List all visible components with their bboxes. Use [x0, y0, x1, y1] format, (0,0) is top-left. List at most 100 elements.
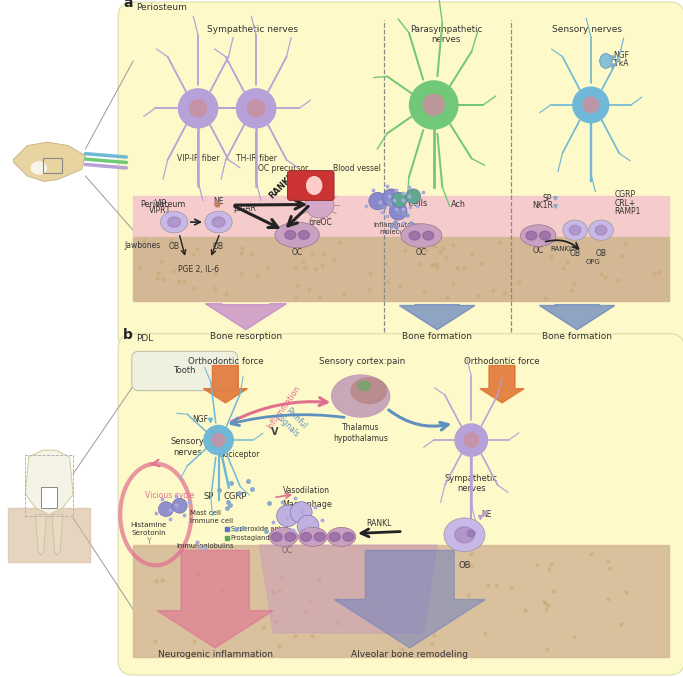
Ellipse shape [573, 87, 609, 123]
Text: Bone formation: Bone formation [542, 332, 612, 341]
Ellipse shape [332, 375, 390, 417]
Text: Parasympathetic
nerves: Parasympathetic nerves [410, 25, 482, 45]
Ellipse shape [168, 217, 180, 227]
Ellipse shape [269, 527, 298, 546]
Text: OB: OB [213, 242, 224, 250]
Ellipse shape [540, 231, 550, 240]
Text: b: b [123, 328, 133, 342]
Text: SP: SP [203, 492, 214, 501]
Circle shape [369, 192, 387, 210]
Text: Vasodilation: Vasodilation [283, 486, 329, 496]
Text: Thalamus
hypothalamus: Thalamus hypothalamus [333, 423, 388, 443]
Bar [43, 158, 62, 173]
Ellipse shape [205, 211, 232, 233]
Circle shape [406, 189, 421, 204]
Text: Jawbones: Jawbones [124, 240, 161, 250]
Ellipse shape [600, 53, 612, 68]
Ellipse shape [248, 100, 265, 116]
Text: TH-IR fiber: TH-IR fiber [236, 154, 277, 163]
Bar [133, 545, 669, 657]
Ellipse shape [305, 192, 334, 218]
Text: NGF: NGF [193, 415, 208, 424]
Text: RANKL: RANKL [550, 246, 573, 253]
Circle shape [290, 502, 312, 523]
Text: Alveolar bone remodeling: Alveolar bone remodeling [351, 650, 469, 659]
Text: Periosteum: Periosteum [137, 3, 187, 12]
FancyBboxPatch shape [132, 351, 238, 391]
Text: Neurogenic inflammation: Neurogenic inflammation [158, 650, 273, 659]
Text: Nociceptor: Nociceptor [219, 450, 260, 459]
Ellipse shape [583, 97, 598, 112]
Polygon shape [480, 366, 524, 403]
Text: PGE 2, IL-6: PGE 2, IL-6 [178, 265, 219, 274]
Text: Y: Y [147, 537, 151, 546]
Text: preOC: preOC [308, 218, 331, 227]
Text: NGF: NGF [613, 51, 629, 60]
Circle shape [382, 189, 400, 206]
Text: OB: OB [596, 249, 607, 258]
Ellipse shape [526, 231, 537, 240]
Ellipse shape [423, 231, 434, 240]
Ellipse shape [423, 95, 444, 115]
Text: Periosteum: Periosteum [140, 200, 185, 209]
Ellipse shape [343, 532, 354, 542]
Text: Sensory
nerves: Sensory nerves [171, 437, 205, 456]
FancyBboxPatch shape [118, 334, 683, 675]
Text: Orthodontic force: Orthodontic force [188, 357, 263, 366]
FancyBboxPatch shape [118, 2, 683, 350]
Circle shape [297, 515, 319, 537]
Bar [133, 237, 669, 301]
Text: Tooth: Tooth [173, 366, 195, 376]
Text: NE: NE [213, 196, 224, 206]
FancyBboxPatch shape [288, 171, 334, 200]
Text: Inflammation: Inflammation [265, 384, 302, 431]
Circle shape [172, 498, 187, 513]
Text: Immunoglobulins: Immunoglobulins [176, 544, 234, 549]
Polygon shape [400, 305, 475, 330]
Ellipse shape [464, 433, 478, 447]
Text: OC: OC [281, 546, 292, 554]
Polygon shape [36, 515, 46, 555]
Text: Ach: Ach [451, 200, 466, 209]
Text: OB: OB [570, 249, 581, 258]
Text: RAMP1: RAMP1 [615, 206, 641, 216]
Polygon shape [14, 142, 85, 181]
Ellipse shape [358, 381, 370, 391]
Ellipse shape [178, 89, 218, 128]
Text: Sensory nerves: Sensory nerves [553, 25, 622, 34]
Polygon shape [25, 450, 73, 515]
Ellipse shape [410, 81, 458, 129]
Polygon shape [157, 550, 273, 648]
Text: Serotonin: Serotonin [132, 530, 166, 536]
Text: OB: OB [458, 561, 471, 569]
Text: CRL+: CRL+ [615, 198, 636, 208]
Bar [41, 487, 57, 508]
Ellipse shape [329, 532, 340, 542]
Text: TrkA: TrkA [613, 59, 630, 68]
Bar [25, 455, 73, 516]
Text: Vicious cycle: Vicious cycle [145, 491, 195, 500]
Text: OC: OC [292, 248, 303, 257]
Text: VIP: VIP [154, 198, 167, 208]
Text: NE: NE [482, 510, 492, 519]
Text: OB: OB [169, 242, 180, 250]
Polygon shape [204, 366, 247, 403]
Ellipse shape [401, 223, 442, 248]
Text: OC: OC [416, 248, 427, 257]
Ellipse shape [285, 230, 296, 239]
Text: RANKL: RANKL [268, 172, 296, 200]
Ellipse shape [351, 378, 387, 403]
Text: β2-AR: β2-AR [234, 204, 256, 213]
Ellipse shape [236, 89, 276, 128]
Polygon shape [52, 515, 63, 555]
Circle shape [277, 505, 298, 527]
Text: Bone formation: Bone formation [402, 332, 472, 341]
Text: OC: OC [533, 246, 544, 255]
Polygon shape [335, 550, 485, 648]
Text: RANKL: RANKL [366, 519, 392, 528]
Text: Prostaglandin: Prostaglandin [231, 535, 277, 540]
Bar [8, 508, 90, 562]
Text: CGRP: CGRP [224, 492, 247, 501]
Text: Sympathetic
nerves: Sympathetic nerves [445, 474, 498, 494]
Text: Superoxide anion: Superoxide anion [231, 527, 289, 532]
